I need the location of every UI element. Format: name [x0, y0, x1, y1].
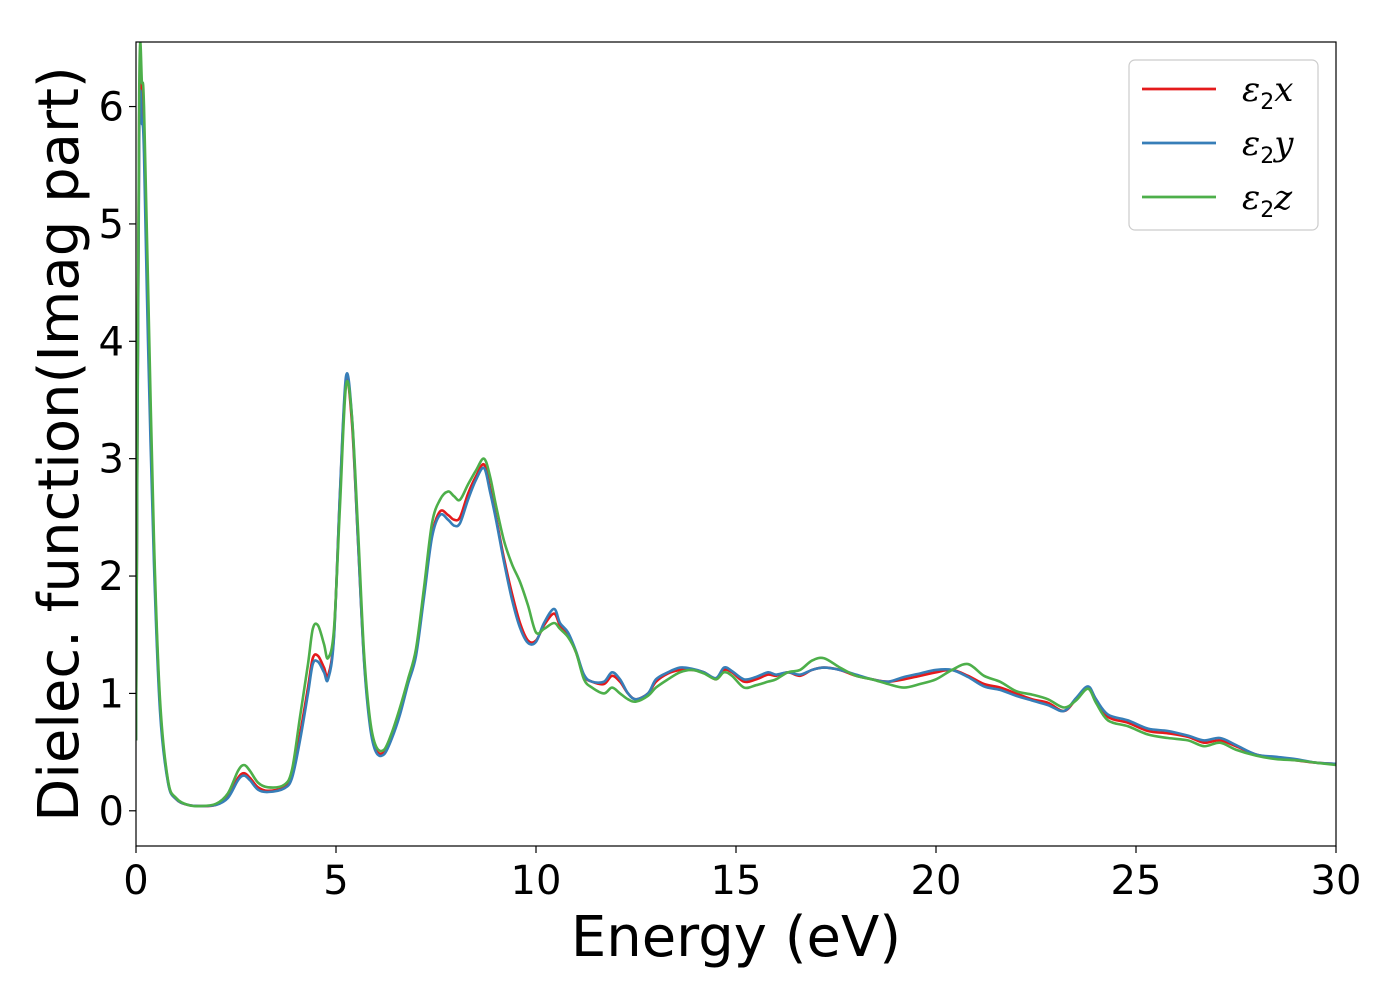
legend: ε2x ε2y ε2z [1128, 59, 1319, 231]
x-axis-title: Energy (eV) [571, 905, 901, 970]
x-tick-label: 15 [711, 858, 762, 904]
series-line-z [136, 42, 1336, 808]
x-tick-label: 20 [911, 858, 962, 904]
y-tick-label: 3 [99, 437, 124, 483]
y-axis-title: Dielec. function(Imag part) [27, 66, 92, 822]
x-tick-label: 0 [123, 858, 148, 904]
ticks-layer: 0 5 10 15 20 25 30 0 1 2 3 4 5 6 [99, 85, 1362, 904]
x-tick-label: 10 [511, 858, 562, 904]
legend-items: ε2x ε2y ε2z [1142, 70, 1294, 223]
x-tick-label: 25 [1111, 858, 1162, 904]
legend-label-y: ε2y [1242, 124, 1294, 169]
y-tick-label: 0 [99, 789, 124, 835]
legend-entry-y: ε2y [1142, 124, 1294, 169]
legend-entry-z: ε2z [1142, 178, 1293, 223]
y-tick-label: 6 [99, 85, 124, 131]
x-tick-label: 30 [1311, 858, 1362, 904]
legend-label-z: ε2z [1242, 178, 1293, 223]
legend-entry-x: ε2x [1142, 70, 1293, 115]
y-tick-label: 1 [99, 671, 124, 717]
y-tick-label: 5 [99, 202, 124, 248]
series-layer [136, 42, 1336, 808]
legend-label-x: ε2x [1242, 70, 1293, 115]
series-line-y [136, 89, 1336, 808]
y-tick-label: 2 [99, 554, 124, 600]
legend-box [1128, 59, 1319, 231]
y-tick-label: 4 [99, 319, 124, 365]
x-tick-label: 5 [323, 858, 348, 904]
